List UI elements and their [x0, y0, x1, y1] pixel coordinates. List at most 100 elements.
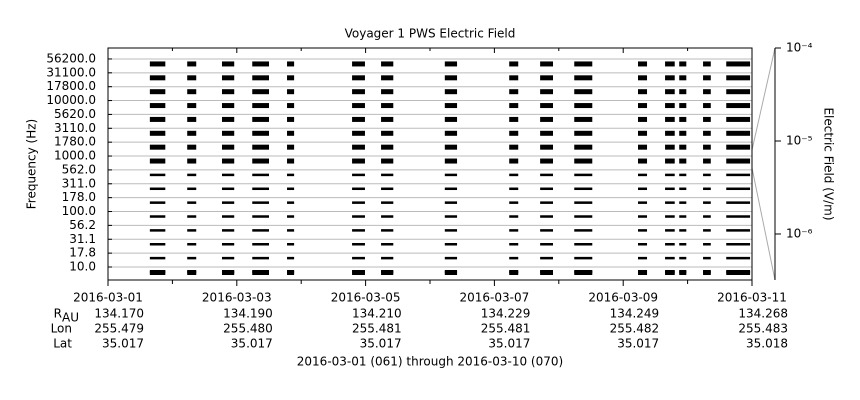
data-interval	[703, 89, 711, 95]
data-interval	[149, 144, 166, 150]
data-interval	[444, 173, 458, 177]
data-interval	[509, 75, 519, 81]
ephemeris-value: 255.481	[352, 322, 402, 336]
data-interval	[444, 215, 458, 218]
data-interval	[679, 256, 687, 260]
data-interval	[187, 270, 197, 275]
data-interval	[679, 103, 687, 109]
data-interval	[509, 116, 519, 122]
data-interval	[726, 270, 751, 275]
data-interval	[381, 243, 394, 246]
data-interval	[679, 116, 687, 122]
data-interval	[381, 89, 394, 95]
y-tick-label: 100.0	[62, 204, 96, 218]
data-interval	[149, 201, 166, 204]
data-interval	[287, 173, 295, 177]
data-interval	[726, 256, 751, 260]
ephemeris-value: 35.017	[488, 337, 530, 351]
data-interval	[287, 243, 295, 246]
data-interval	[509, 103, 519, 109]
data-interval	[221, 61, 235, 67]
data-interval	[221, 187, 235, 191]
ephemeris-value: 134.210	[352, 307, 402, 321]
data-interval	[665, 103, 675, 109]
data-interval	[638, 215, 648, 218]
data-interval	[726, 243, 751, 246]
ephemeris-value: 35.017	[231, 337, 273, 351]
data-interval	[703, 215, 711, 218]
data-interval	[381, 103, 394, 109]
data-interval	[221, 130, 235, 136]
data-interval	[703, 243, 711, 246]
data-interval	[703, 229, 711, 232]
data-interval	[381, 187, 394, 191]
data-interval	[149, 61, 166, 67]
data-interval	[540, 173, 554, 177]
data-interval	[638, 75, 648, 81]
data-interval	[574, 256, 593, 260]
data-interval	[574, 229, 593, 232]
data-interval	[352, 130, 365, 136]
data-interval	[187, 130, 197, 136]
data-interval	[444, 256, 458, 260]
data-interval	[187, 187, 197, 191]
data-interval	[703, 103, 711, 109]
data-interval	[381, 215, 394, 218]
data-interval	[540, 158, 554, 164]
data-interval	[187, 256, 197, 260]
ephemeris-value: 255.480	[223, 322, 273, 336]
data-interval	[187, 61, 197, 67]
data-interval	[352, 158, 365, 164]
data-interval	[252, 103, 269, 109]
data-interval	[444, 158, 458, 164]
data-interval	[726, 187, 751, 191]
data-interval	[287, 270, 295, 275]
data-interval	[352, 256, 365, 260]
x-tick-label: 2016-03-05	[331, 291, 401, 305]
y-tick-label: 10000.0	[46, 93, 96, 107]
data-interval	[252, 144, 269, 150]
data-interval	[638, 187, 648, 191]
data-interval	[540, 256, 554, 260]
data-interval	[638, 61, 648, 67]
ephemeris-label: Lat	[53, 337, 72, 351]
data-interval	[352, 61, 365, 67]
data-interval	[638, 243, 648, 246]
data-interval	[381, 158, 394, 164]
data-interval	[665, 187, 675, 191]
ephemeris-value: 255.482	[610, 322, 660, 336]
data-interval	[726, 89, 751, 95]
data-interval	[574, 61, 593, 67]
data-interval	[638, 173, 648, 177]
data-interval	[352, 201, 365, 204]
data-interval	[726, 103, 751, 109]
data-interval	[187, 158, 197, 164]
data-interval	[381, 256, 394, 260]
data-interval	[509, 173, 519, 177]
y2-tick-label: 10⁻⁵	[786, 133, 813, 147]
data-interval	[252, 173, 269, 177]
data-interval	[509, 61, 519, 67]
data-interval	[221, 158, 235, 164]
data-interval	[703, 61, 711, 67]
data-interval	[444, 61, 458, 67]
data-interval	[726, 173, 751, 177]
data-interval	[444, 144, 458, 150]
data-interval	[665, 243, 675, 246]
data-interval	[149, 173, 166, 177]
data-interval	[252, 215, 269, 218]
ephemeris-value: 255.483	[738, 322, 788, 336]
data-interval	[665, 89, 675, 95]
data-interval	[574, 215, 593, 218]
data-interval	[574, 243, 593, 246]
data-interval	[221, 89, 235, 95]
colorbar-connector	[751, 167, 776, 281]
colorbar-connector	[751, 47, 776, 151]
data-interval	[638, 201, 648, 204]
data-interval	[252, 229, 269, 232]
x-tick-label: 2016-03-07	[460, 291, 530, 305]
data-interval	[252, 61, 269, 67]
y-tick-label: 562.0	[62, 162, 96, 176]
data-interval	[221, 270, 235, 275]
